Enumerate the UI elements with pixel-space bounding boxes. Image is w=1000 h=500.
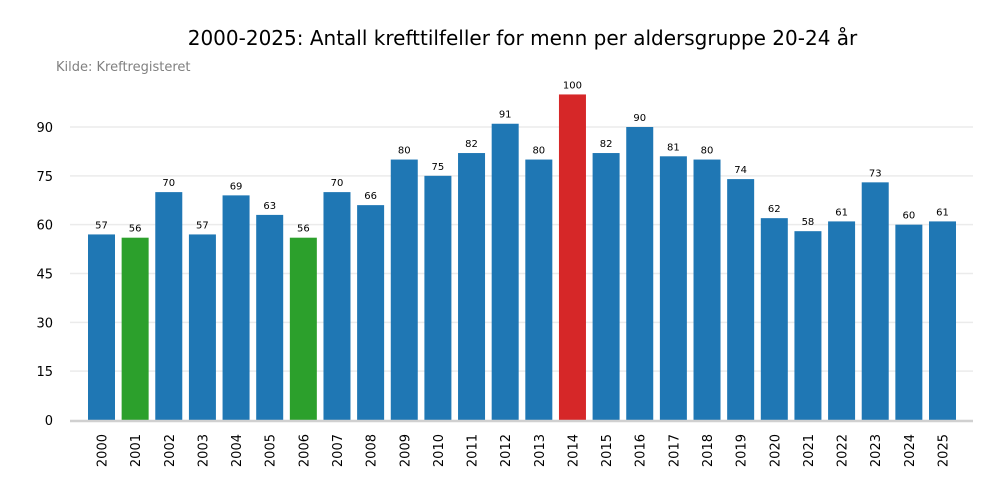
data-label: 80	[701, 146, 714, 157]
data-label: 70	[162, 178, 175, 189]
x-axis-ticks: 2000 2001 2002 2003 2004 2005 2006 2007 2008 2009…	[96, 434, 952, 467]
data-label: 62	[768, 204, 781, 215]
y-tick-label: 90	[36, 121, 53, 136]
x-tick-label: 2009	[398, 434, 413, 467]
bar-2003	[188, 234, 216, 420]
x-tick-label: 2001	[129, 434, 144, 467]
data-label: 61	[835, 207, 848, 218]
x-tick-label: 2022	[836, 434, 851, 467]
y-tick-label: 75	[36, 170, 53, 185]
data-label: 60	[902, 211, 915, 222]
data-label: 56	[297, 224, 310, 235]
data-label: 100	[563, 80, 582, 91]
x-tick-label: 2025	[937, 434, 952, 467]
x-tick-label: 2011	[466, 434, 481, 467]
bar-2005	[256, 214, 284, 420]
bar-2015	[592, 153, 620, 421]
bar-2002	[155, 192, 183, 420]
y-tick-label: 0	[45, 414, 53, 429]
x-tick-label: 2023	[869, 434, 884, 467]
data-label: 91	[499, 110, 512, 121]
x-tick-label: 2024	[903, 434, 918, 467]
x-tick-label: 2021	[802, 434, 817, 467]
bar-2001	[121, 237, 149, 420]
data-label: 58	[802, 217, 815, 228]
data-label: 56	[129, 224, 142, 235]
y-tick-label: 30	[36, 316, 53, 331]
x-tick-label: 2008	[365, 434, 380, 467]
data-label: 81	[667, 142, 680, 153]
bar-2010	[424, 175, 452, 420]
bar-2018	[693, 159, 721, 421]
data-label: 57	[95, 220, 108, 231]
bar-2020	[760, 218, 788, 420]
data-label: 66	[364, 191, 377, 202]
x-tick-label: 2016	[634, 434, 649, 467]
data-label: 82	[600, 139, 613, 150]
x-tick-label: 2007	[331, 434, 346, 467]
bar-2017	[659, 156, 687, 421]
data-label: 73	[869, 168, 882, 179]
y-axis-ticks: 0 15 30 45 60 75 90	[36, 121, 53, 429]
data-label: 82	[465, 139, 478, 150]
bar-2019	[727, 179, 755, 420]
bars	[88, 94, 956, 421]
x-tick-label: 2002	[163, 434, 178, 467]
x-tick-label: 2004	[230, 434, 245, 467]
bar-2023	[861, 182, 889, 420]
data-label: 75	[432, 162, 445, 173]
bar-2000	[88, 234, 115, 420]
x-tick-label: 2019	[735, 434, 750, 467]
data-label: 80	[532, 146, 545, 157]
x-tick-label: 2015	[600, 434, 615, 467]
bar-2022	[828, 221, 856, 420]
x-tick-label: 2006	[297, 434, 312, 467]
x-tick-label: 2014	[566, 434, 581, 467]
data-label: 61	[936, 207, 949, 218]
chart-title: 2000-2025: Antall krefttilfeller for men…	[187, 26, 858, 50]
bar-2006	[289, 237, 317, 420]
x-tick-label: 2005	[264, 434, 279, 467]
bar-2013	[525, 159, 553, 421]
x-tick-label: 2020	[768, 434, 783, 467]
bar-2014	[558, 94, 586, 420]
y-tick-label: 15	[36, 365, 53, 380]
x-tick-label: 2013	[533, 434, 548, 467]
data-label: 90	[633, 113, 646, 124]
bar-2007	[323, 192, 351, 420]
data-label: 80	[398, 146, 411, 157]
data-label: 57	[196, 220, 209, 231]
bar-2011	[458, 153, 486, 421]
x-tick-label: 2010	[432, 434, 447, 467]
bar-2025	[929, 221, 956, 420]
y-tick-label: 45	[36, 268, 53, 283]
data-labels: 57 56 70 57 69 63 56 70 66 80 75 82 91 80 100 82 90 81 80 7…	[95, 80, 949, 234]
x-tick-label: 2012	[499, 434, 514, 467]
x-tick-label: 2000	[96, 434, 111, 467]
grid-lines	[70, 126, 973, 372]
bar-2012	[491, 123, 519, 420]
chart-source: Kilde: Kreftregisteret	[56, 60, 191, 75]
bar-2009	[390, 159, 418, 421]
bar-2021	[794, 231, 822, 420]
x-tick-label: 2003	[196, 434, 211, 467]
x-tick-label: 2018	[701, 434, 716, 467]
bar-2008	[357, 205, 385, 420]
data-label: 69	[230, 181, 243, 192]
bar-2024	[895, 224, 923, 420]
y-tick-label: 60	[36, 219, 53, 234]
data-label: 63	[263, 201, 276, 212]
x-tick-label: 2017	[667, 434, 682, 467]
bar-2004	[222, 195, 250, 420]
data-label: 70	[331, 178, 344, 189]
data-label: 74	[734, 165, 747, 176]
bar-2016	[626, 127, 654, 420]
